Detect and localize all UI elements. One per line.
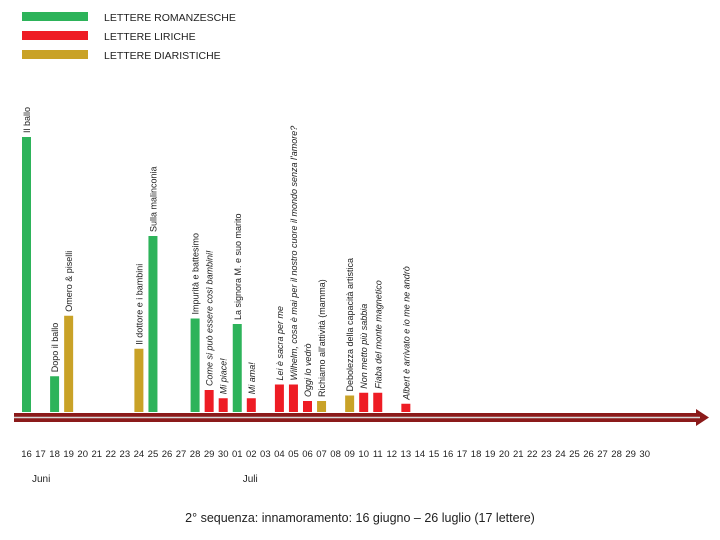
tick-label: 24 [555,449,566,460]
tick-label: 08 [330,449,341,460]
tick-label: 28 [190,449,201,460]
bar-label: Sulla malinconia [148,166,158,232]
tick-label: 17 [35,449,46,460]
month-label: Juni [32,474,50,485]
tick-label: 18 [471,449,482,460]
tick-label: 15 [429,449,440,460]
chart-title: 2° sequenza: innamoramento: 16 giugno – … [185,511,535,525]
bar-label: Debolezza della capacità artistica [345,258,355,392]
tick-label: 03 [260,449,271,460]
bar [134,348,144,412]
bar [359,392,369,412]
bar [218,398,228,412]
tick-label: 01 [232,449,243,460]
bar [288,384,298,412]
tick-label: 06 [302,449,313,460]
bar-label: Mi ama! [247,362,257,395]
tick-label: 21 [513,449,524,460]
bar [148,236,158,412]
bar-label: Impurità e battesimo [191,233,201,315]
bar [50,376,60,412]
tick-label: 14 [415,449,426,460]
tick-label: 24 [134,449,145,460]
bar [345,395,355,412]
bar-label: Omero & piselli [64,251,74,312]
tick-label: 30 [218,449,229,460]
axis-arrowhead [696,409,709,426]
legend: LETTERE ROMANZESCHE LETTERE LIRICHE LETTER… [22,12,236,62]
bar-label: Il dottore e i bambini [134,264,144,345]
tick-label: 04 [274,449,285,460]
tick-label: 27 [597,449,608,460]
tick-label: 20 [499,449,510,460]
bar-label: Wilhelm, cosa è mai per il nostro cuore … [289,126,299,381]
bar [303,401,312,412]
tick-label: 30 [639,449,650,460]
bar [232,324,242,412]
tick-label: 20 [77,449,88,460]
bar-label: Mi piace! [219,358,229,395]
tick-label: 13 [401,449,412,460]
tick-label: 12 [387,449,398,460]
tick-label: 18 [49,449,60,460]
bar [373,392,383,412]
bar-label: Albert è arrivato e io me ne andrò [401,266,411,401]
legend-swatch-liriche [22,31,88,40]
bar-label: Lei è sacra per me [275,306,285,381]
legend-label-diaristiche: LETTERE DIARISTICHE [104,50,221,62]
tick-label: 25 [569,449,580,460]
tick-label: 19 [63,449,74,460]
bar [22,137,31,412]
tick-label: 26 [583,449,594,460]
bar [274,384,284,412]
tick-label: 11 [373,449,383,460]
bar-label: Fiaba del monte magnetico [373,280,383,389]
tick-label: 02 [246,449,257,460]
tick-label: 23 [541,449,552,460]
tick-label: 21 [91,449,102,460]
bar-label: Richiamo all'attività (mamma) [317,279,327,397]
bar [317,401,327,412]
tick-label: 16 [21,449,32,460]
bar [190,318,200,412]
bar [401,403,411,412]
bar-label: La signora M. e suo marito [233,213,243,320]
tick-labels: 16 17 18 19 20 21 22 23 24 25 26 27 28 29 30 01 02 03 04 05… [21,449,650,460]
bar-label: Dopo il ballo [50,323,60,373]
tick-label: 10 [358,449,369,460]
bar-label: Come si può essere così bambini! [205,250,215,386]
tick-label: 23 [120,449,131,460]
tick-label: 19 [485,449,496,460]
bars: Il ballo Dopo il ballo Omero & piselli Il d… [22,107,411,412]
bar-label: Oggi lo vedrò [303,343,313,397]
tick-label: 22 [106,449,117,460]
legend-label-liriche: LETTERE LIRICHE [104,31,196,43]
bar-label: Il ballo [22,107,32,133]
tick-label: 16 [443,449,454,460]
bar [64,315,74,412]
legend-swatch-romanzesche [22,12,88,21]
month-labels: Juni Juli [32,474,258,485]
tick-label: 29 [625,449,636,460]
legend-label-romanzesche: LETTERE ROMANZESCHE [104,12,236,24]
tick-label: 27 [176,449,187,460]
tick-label: 25 [148,449,159,460]
tick-label: 22 [527,449,538,460]
tick-label: 26 [162,449,173,460]
time-axis [14,409,709,426]
tick-label: 29 [204,449,215,460]
tick-label: 28 [611,449,622,460]
tick-label: 17 [457,449,468,460]
month-label: Juli [243,474,258,485]
legend-swatch-diaristiche [22,50,88,59]
bar-label: Non metto più sabbia [359,304,369,389]
bar [204,390,214,412]
tick-label: 07 [316,449,327,460]
tick-label: 05 [288,449,299,460]
tick-label: 09 [344,449,355,460]
bar [246,398,256,412]
